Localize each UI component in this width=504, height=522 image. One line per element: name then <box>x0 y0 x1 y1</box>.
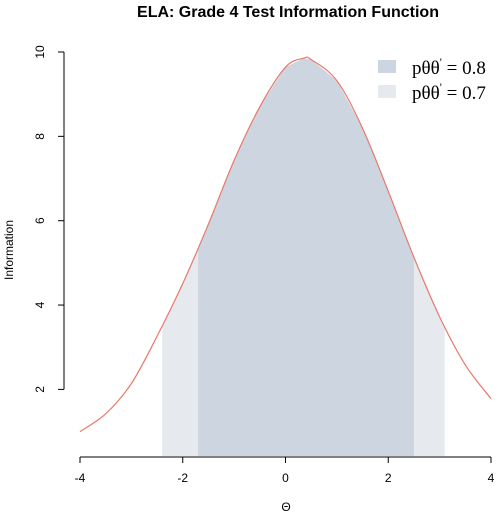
bands-layer <box>162 58 445 456</box>
legend-label: pθθ' = 0.7 <box>412 80 486 104</box>
legend-swatch <box>378 60 396 73</box>
y-tick-label: 4 <box>33 301 47 308</box>
y-tick-label: 6 <box>33 217 47 224</box>
y-tick-label: 8 <box>33 133 47 140</box>
reliability-band <box>198 58 414 456</box>
y-axis: 2 4 6 8 10 <box>33 45 64 393</box>
x-tick-label: -2 <box>177 471 188 485</box>
x-axis-label: Θ <box>281 500 290 514</box>
legend-label: pθθ' = 0.8 <box>412 55 486 79</box>
x-tick-label: 2 <box>385 471 392 485</box>
x-axis: -4 -2 0 2 4 <box>75 457 495 485</box>
y-tick-label: 10 <box>33 45 47 59</box>
y-axis-label: Information <box>2 220 16 280</box>
chart-title: ELA: Grade 4 Test Information Function <box>137 4 439 21</box>
x-tick-label: -4 <box>75 471 86 485</box>
x-tick-label: 0 <box>282 471 289 485</box>
x-tick-label: 4 <box>488 471 495 485</box>
y-tick-label: 2 <box>33 386 47 393</box>
legend-swatch <box>378 85 396 98</box>
